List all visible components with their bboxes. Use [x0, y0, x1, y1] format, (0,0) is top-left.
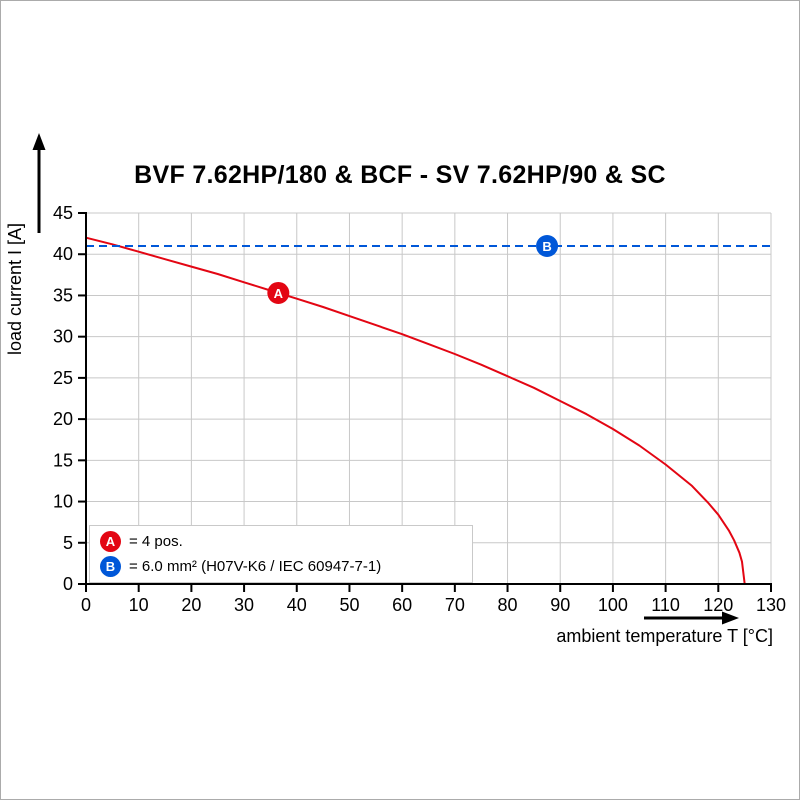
x-tick-label: 90 — [550, 595, 570, 615]
x-tick-label: 30 — [234, 595, 254, 615]
y-tick-label: 0 — [63, 574, 73, 594]
marker-label-b: B — [542, 239, 551, 254]
marker-label-a: A — [274, 286, 284, 301]
x-tick-label: 50 — [339, 595, 359, 615]
x-tick-label: 70 — [445, 595, 465, 615]
y-tick-label: 5 — [63, 533, 73, 553]
series-line-a — [85, 236, 746, 585]
y-axis-arrow-icon — [32, 133, 46, 233]
y-tick-label: 40 — [53, 244, 73, 264]
marker-a — [267, 281, 290, 304]
y-tick-label: 20 — [53, 409, 73, 429]
legend: A = 4 pos. B = 6.0 mm² (H07V-K6 / IEC 60… — [89, 525, 473, 583]
x-tick-label: 130 — [756, 595, 786, 615]
x-tick-label: 20 — [181, 595, 201, 615]
y-axis-title: load current I [A] — [5, 223, 25, 355]
y-tick-label: 10 — [53, 492, 73, 512]
legend-label-b: = 6.0 mm² (H07V-K6 / IEC 60947-7-1) — [129, 558, 382, 576]
x-tick-label: 40 — [287, 595, 307, 615]
legend-label-a: = 4 pos. — [129, 532, 183, 550]
x-axis-title: ambient temperature T [°C] — [556, 626, 773, 646]
y-tick-label: 15 — [53, 450, 73, 470]
x-tick-label: 100 — [598, 595, 628, 615]
x-tick-label: 60 — [392, 595, 412, 615]
legend-item-a: A = 4 pos. — [100, 530, 472, 552]
y-tick-label: 30 — [53, 327, 73, 347]
legend-item-b: B = 6.0 mm² (H07V-K6 / IEC 60947-7-1) — [100, 556, 472, 578]
x-tick-label: 0 — [81, 595, 91, 615]
x-tick-label: 110 — [651, 595, 680, 615]
marker-b — [536, 234, 559, 257]
y-tick-label: 45 — [53, 203, 73, 223]
series-b-marker-icon: B — [100, 556, 121, 578]
y-tick-label: 35 — [53, 285, 73, 305]
x-axis-arrow-icon — [644, 611, 739, 625]
x-tick-label: 120 — [703, 595, 733, 615]
x-tick-label: 80 — [498, 595, 518, 615]
y-tick-label: 25 — [53, 368, 73, 388]
x-tick-label: 10 — [129, 595, 149, 615]
chart-title: BVF 7.62HP/180 & BCF - SV 7.62HP/90 & SC — [134, 161, 666, 189]
series-a-marker-icon: A — [100, 530, 121, 552]
